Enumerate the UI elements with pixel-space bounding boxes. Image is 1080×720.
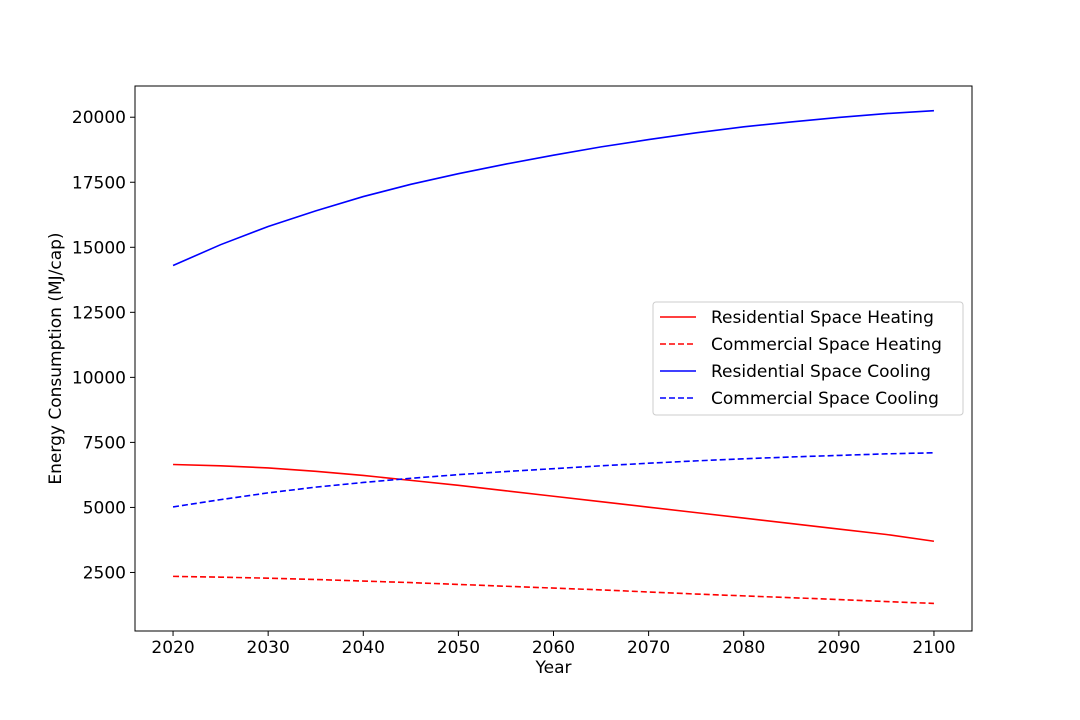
y-axis-label: Energy Consumption (MJ/cap): [46, 232, 66, 484]
legend-label-residential-space-heating: Residential Space Heating: [711, 308, 934, 328]
x-tick-label: 2070: [627, 638, 670, 658]
x-tick-label: 2100: [912, 638, 955, 658]
x-tick-label: 2040: [342, 638, 385, 658]
legend-label-commercial-space-cooling: Commercial Space Cooling: [711, 389, 939, 409]
x-tick-label: 2080: [722, 638, 765, 658]
plot-lines: [172, 109, 935, 605]
x-tick-label: 2050: [437, 638, 480, 658]
series-line-residential-space-heating: [173, 463, 935, 543]
x-tick-label: 2020: [151, 638, 194, 658]
y-tick-label: 20000: [72, 108, 126, 128]
x-tick-label: 2030: [247, 638, 290, 658]
legend-label-commercial-space-heating: Commercial Space Heating: [711, 335, 942, 355]
y-tick-label: 7500: [83, 433, 126, 453]
y-tick-label: 15000: [72, 238, 126, 258]
series-line-commercial-space-heating: [173, 575, 934, 605]
x-tick-label: 2090: [817, 638, 860, 658]
legend-label-residential-space-cooling: Residential Space Cooling: [711, 362, 931, 382]
legend: Residential Space Heating Commercial Spac…: [652, 301, 964, 416]
x-axis: 2020 2030 2040 2050 2060 2070 2080 2090 2100: [151, 631, 956, 658]
y-tick-label: 10000: [72, 368, 126, 388]
y-axis: 2500 5000 7500 10000 12500 15000 17500 20000: [72, 108, 135, 583]
legend-box: [652, 301, 964, 416]
y-tick-label: 2500: [83, 563, 126, 583]
y-tick-label: 5000: [83, 498, 126, 518]
series-line-commercial-space-cooling: [172, 452, 934, 508]
y-tick-label: 12500: [72, 303, 126, 323]
series-line-residential-space-cooling: [172, 109, 934, 267]
y-tick-label: 17500: [72, 173, 126, 193]
x-tick-label: 2060: [532, 638, 575, 658]
x-axis-label: Year: [535, 658, 572, 678]
